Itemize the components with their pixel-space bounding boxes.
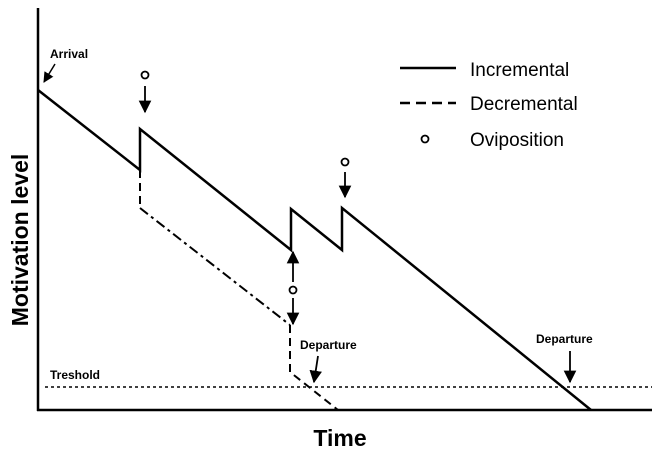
incremental-line xyxy=(37,89,592,411)
departure-label: Departure xyxy=(300,338,357,352)
threshold-label: Treshold xyxy=(50,368,100,382)
legend-label: Incremental xyxy=(470,60,569,81)
legend-label: Oviposition xyxy=(470,130,564,151)
oviposition-marker xyxy=(140,70,150,80)
arrival-label: Arrival xyxy=(50,47,88,61)
departure-label: Departure xyxy=(536,332,593,346)
x-axis-label: Time xyxy=(313,425,366,451)
oviposition-marker xyxy=(340,157,350,167)
arrival-arrow xyxy=(43,63,56,83)
departure-arrow xyxy=(309,355,322,384)
oviposition-marker xyxy=(288,285,298,295)
decremental-line-end xyxy=(289,325,339,411)
legend-label: Decremental xyxy=(470,94,578,115)
legend-swatch xyxy=(420,134,430,144)
decremental-line xyxy=(139,207,291,326)
y-axis-label: Motivation level xyxy=(7,154,33,327)
